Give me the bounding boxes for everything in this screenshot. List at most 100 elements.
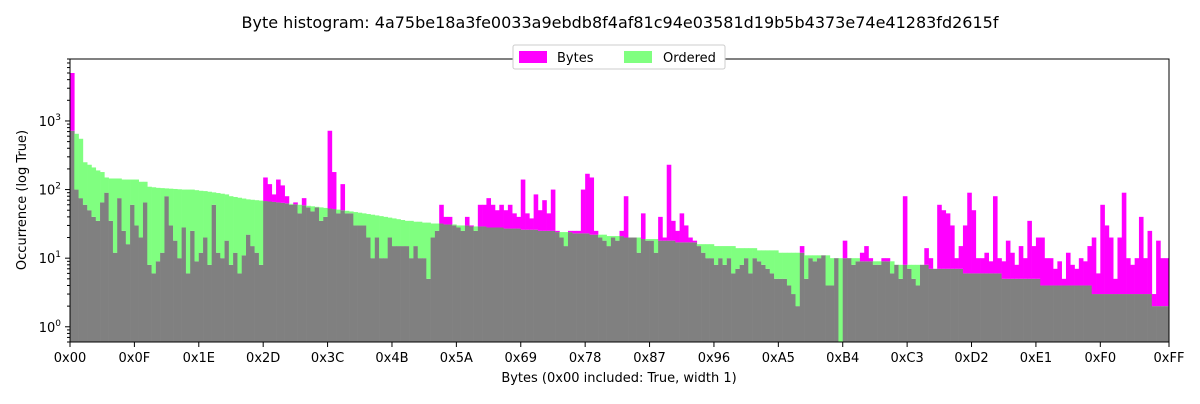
overlap-bar [769, 273, 775, 342]
overlap-bar [413, 246, 419, 342]
overlap-bar [907, 268, 912, 342]
overlap-bar [563, 246, 569, 342]
bytes-bar [572, 230, 577, 234]
ordered-bar [349, 211, 354, 214]
overlap-bar [211, 204, 217, 342]
ordered-bar [323, 207, 328, 217]
bytes-bar [1078, 258, 1084, 286]
ordered-bar [224, 194, 230, 241]
overlap-bar [70, 130, 75, 342]
overlap-bar [391, 246, 397, 342]
overlap-bar [417, 258, 423, 342]
overlap-bar [284, 203, 290, 342]
overlap-bar [104, 192, 109, 342]
bytes-bar [340, 184, 346, 211]
ordered-bar [237, 197, 243, 274]
overlap-bar [452, 225, 457, 342]
ordered-bar [198, 190, 204, 253]
overlap-bar [606, 246, 612, 342]
ordered-bar [95, 170, 101, 221]
ordered-bar [744, 248, 749, 259]
ordered-bar [413, 221, 419, 247]
overlap-bar [1091, 294, 1097, 342]
overlap-bar [585, 233, 590, 342]
bytes-bar [1096, 273, 1101, 295]
ordered-bar [602, 234, 607, 241]
overlap-bar [971, 273, 977, 342]
overlap-bar [958, 268, 964, 342]
ordered-bar [181, 189, 187, 228]
ordered-bar [649, 239, 655, 241]
bytes-bar [567, 230, 573, 233]
overlap-bar [868, 261, 874, 342]
bytes-bar [971, 210, 977, 274]
overlap-bar [550, 230, 556, 342]
overlap-bar [246, 234, 251, 342]
overlap-bar [1010, 278, 1015, 342]
ordered-bar [82, 162, 88, 205]
bytes-bar [988, 261, 994, 274]
bytes-bar [859, 252, 865, 262]
ordered-bar [907, 264, 912, 269]
overlap-bar [1130, 294, 1135, 342]
overlap-bar [228, 264, 234, 342]
overlap-bar [237, 273, 243, 342]
ordered-bar [121, 179, 127, 231]
ordered-bar [318, 207, 324, 221]
bytes-bar [533, 194, 539, 230]
ordered-bar [391, 218, 397, 247]
bytes-bar [1057, 261, 1062, 286]
overlap-bar [404, 246, 410, 342]
overlap-bar [842, 258, 848, 342]
ordered-bar [769, 250, 775, 274]
x-tick-label: 0xB4 [826, 351, 859, 366]
overlap-bar [194, 261, 200, 342]
ordered-bar [366, 214, 371, 238]
ordered-bar [615, 236, 620, 241]
overlap-bar [795, 306, 801, 342]
overlap-bar [1018, 278, 1024, 342]
overlap-bar [735, 268, 740, 342]
overlap-bar [662, 240, 668, 342]
bytes-bar [666, 164, 672, 241]
overlap-bar [1023, 278, 1028, 342]
bytes-bar [799, 246, 805, 253]
ordered-bar [400, 220, 406, 247]
overlap-bar [1083, 285, 1088, 342]
overlap-bar [512, 228, 517, 342]
bytes-bar [585, 173, 590, 234]
overlap-bar [314, 207, 320, 342]
overlap-bar [881, 261, 886, 342]
bytes-bar [662, 237, 668, 241]
overlap-bar [258, 264, 264, 342]
overlap-bar [323, 216, 328, 342]
bytes-bar [447, 216, 453, 225]
bytes-bar [267, 184, 273, 202]
overlap-bar [937, 268, 942, 342]
overlap-bar [619, 236, 625, 342]
bytes-bar [469, 225, 474, 227]
bytes-bar [1113, 278, 1118, 295]
bytes-bar [864, 246, 869, 262]
overlap-bar [628, 237, 633, 342]
overlap-bar [396, 246, 401, 342]
overlap-bar [1143, 294, 1148, 342]
y-tick-label: 102 [39, 182, 61, 199]
overlap-bar [932, 268, 938, 342]
overlap-bar [984, 273, 989, 342]
ordered-bar [74, 133, 79, 190]
overlap-bar [207, 264, 212, 342]
ordered-bar [765, 250, 771, 269]
overlap-bar [460, 230, 466, 342]
overlap-bar [786, 285, 792, 342]
bytes-bar [997, 258, 1002, 274]
overlap-bar [125, 244, 131, 342]
overlap-bar [100, 202, 105, 342]
ordered-bar [361, 213, 367, 226]
overlap-bar [576, 233, 582, 342]
overlap-bar [911, 278, 917, 342]
ordered-bar [778, 252, 783, 279]
ordered-bar [396, 219, 401, 247]
ordered-bar [696, 244, 702, 247]
overlap-bar [409, 258, 414, 342]
